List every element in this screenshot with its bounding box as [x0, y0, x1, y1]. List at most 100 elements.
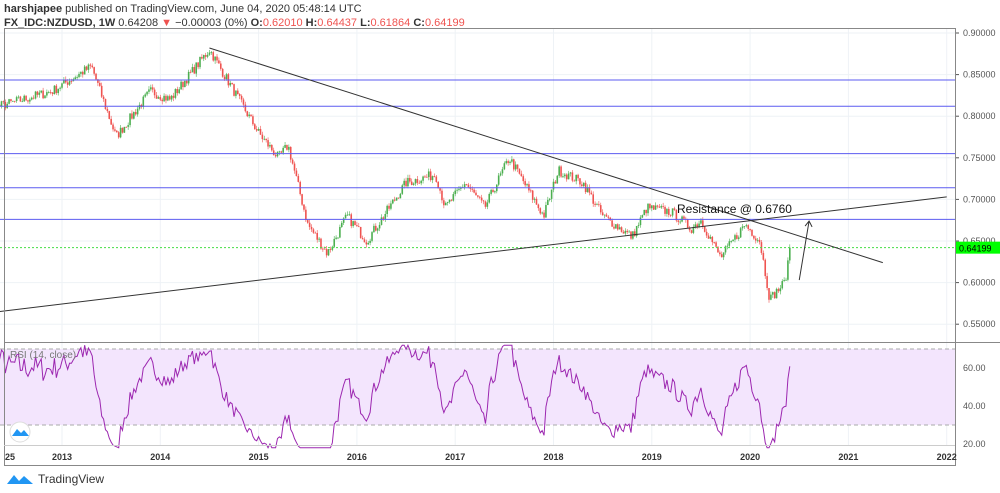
tradingview-logo-icon	[7, 475, 33, 484]
candle-down	[482, 200, 485, 202]
candle-down	[70, 81, 73, 82]
candle-down	[189, 71, 192, 73]
open-label: O:	[250, 17, 263, 29]
candle-up	[123, 126, 126, 133]
trend-line	[0, 196, 947, 312]
candle-down	[516, 164, 519, 169]
candle-down	[271, 144, 273, 151]
price-chart[interactable]: 0.90000 0.85000 0.80000 0.75000 0.70000 0.650…	[0, 0, 1000, 470]
candle-down	[233, 84, 235, 96]
candle-up	[511, 159, 513, 162]
candle-up	[127, 125, 129, 127]
high-label: H:	[305, 17, 318, 29]
candle-down	[361, 237, 364, 240]
candle-down	[168, 96, 171, 100]
last-price-tag	[956, 241, 1000, 254]
last-price: 0.64208	[118, 17, 159, 29]
candle-down	[620, 227, 623, 232]
candle-down	[605, 214, 608, 217]
candle-down	[690, 230, 693, 233]
candle-up	[737, 237, 740, 239]
candle-down	[176, 89, 179, 94]
candle-up	[775, 288, 778, 299]
tradingview-logo[interactable]: TradingView	[6, 472, 104, 486]
candle-down	[418, 182, 421, 184]
candle-down	[530, 190, 532, 192]
candle-down	[658, 206, 661, 208]
candle-down	[664, 206, 666, 214]
candle-up	[533, 198, 536, 200]
candle-up	[337, 237, 339, 239]
close-label: C:	[413, 17, 425, 29]
candle-up	[509, 161, 511, 164]
candle-down	[350, 214, 353, 227]
candle-down	[675, 209, 678, 221]
candle-up	[603, 214, 606, 216]
candle-down	[382, 217, 385, 219]
candle-down	[450, 199, 453, 201]
candle-up	[208, 52, 211, 55]
time-tick: 2018	[543, 452, 563, 462]
candle-down	[465, 184, 468, 185]
candle-down	[581, 184, 583, 187]
candle-down	[112, 124, 114, 130]
candle-up	[174, 89, 177, 98]
candle-up	[694, 224, 697, 227]
candle-down	[592, 194, 594, 204]
candle-up	[335, 237, 337, 239]
candle-down	[429, 171, 432, 181]
candle-up	[344, 214, 347, 219]
candle-up	[15, 97, 18, 102]
candle-up	[206, 54, 209, 57]
candle-down	[81, 71, 84, 75]
candle-up	[21, 101, 24, 103]
candle-down	[649, 203, 651, 209]
candle-up	[369, 240, 371, 243]
price-tick: 0.60000	[963, 278, 996, 288]
candle-up	[23, 95, 25, 102]
candle-down	[100, 85, 103, 97]
time-tick: 25	[5, 452, 15, 462]
candle-down	[579, 178, 581, 185]
candle-down	[613, 226, 615, 229]
candle-down	[165, 95, 167, 101]
candle-up	[38, 92, 41, 95]
candle-down	[238, 94, 241, 96]
candle-up	[463, 184, 466, 188]
candle-down	[717, 246, 719, 253]
candle-up	[331, 246, 334, 250]
candle-up	[225, 74, 228, 80]
candle-up	[545, 205, 547, 218]
candle-down	[95, 73, 97, 80]
candle-up	[170, 95, 173, 100]
candle-up	[781, 281, 784, 289]
candle-up	[278, 151, 281, 153]
candle-down	[492, 189, 494, 193]
time-tick: 2016	[347, 452, 367, 462]
candle-down	[125, 126, 128, 128]
candle-down	[104, 99, 107, 110]
candle-down	[310, 226, 313, 230]
candle-down	[622, 231, 625, 234]
candle-up	[384, 213, 387, 219]
candle-down	[49, 92, 52, 93]
candle-down	[322, 248, 324, 250]
candle-down	[747, 225, 750, 229]
candle-down	[713, 242, 715, 243]
down-arrow-icon: ▼	[161, 17, 173, 29]
candle-down	[416, 179, 419, 183]
candle-up	[339, 226, 341, 238]
time-tick: 2022	[937, 452, 957, 462]
candle-up	[40, 90, 43, 93]
candle-up	[514, 164, 517, 170]
candle-up	[526, 184, 528, 186]
candle-down	[10, 99, 12, 101]
time-tick: 2014	[150, 452, 170, 462]
candle-up	[458, 188, 460, 190]
candle-up	[732, 239, 734, 242]
candle-down	[261, 134, 264, 140]
candle-down	[89, 64, 92, 66]
candle-up	[235, 90, 237, 96]
author-link[interactable]: harshjapee	[4, 3, 63, 15]
candle-up	[422, 176, 424, 181]
